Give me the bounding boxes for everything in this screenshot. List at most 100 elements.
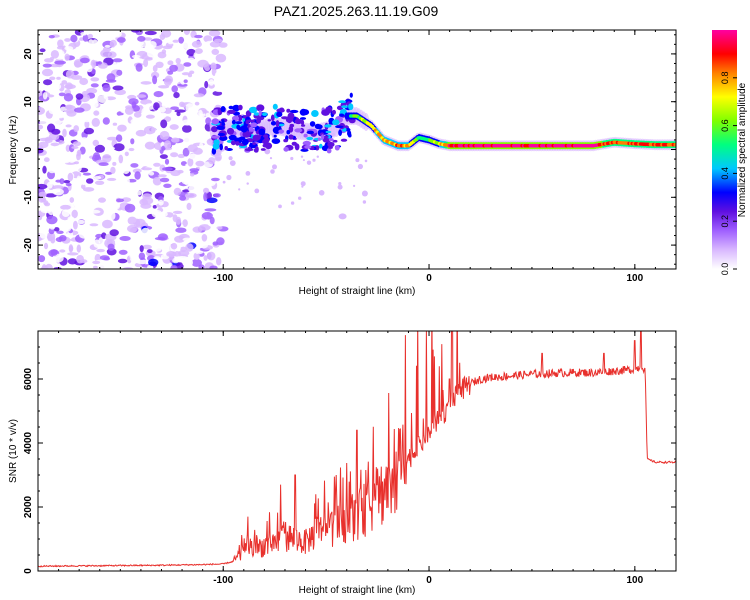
ridge-blob — [211, 135, 220, 139]
ridge-blob — [252, 137, 260, 141]
colorbar-ticks: 0.0 0.2 0.4 0.6 0.8 — [720, 72, 737, 275]
noise-blob — [206, 99, 216, 109]
ridge-blob — [306, 130, 314, 135]
ridge-blob — [289, 123, 295, 128]
noise-blob — [65, 124, 72, 128]
ridge-blob — [256, 117, 261, 124]
noise-blob — [160, 119, 168, 129]
noise-blob — [183, 79, 188, 83]
noise-blob — [102, 188, 113, 196]
noise-blob — [67, 252, 79, 256]
ridge-blob — [235, 141, 240, 146]
colorbar-tick-label: 0.4 — [720, 167, 730, 180]
noise-blob — [226, 174, 232, 181]
noise-blob — [102, 219, 113, 229]
noise-blob — [61, 209, 70, 217]
ridge-blob — [258, 110, 262, 117]
noise-blob — [94, 144, 105, 153]
ridge-blob — [242, 131, 251, 138]
noise-blob — [192, 218, 201, 223]
noise-blob — [185, 103, 195, 113]
ridge-blob — [260, 148, 266, 151]
noise-blob — [49, 76, 56, 81]
noise-blob — [124, 106, 134, 115]
noise-blob — [53, 227, 60, 232]
ridge-blob — [327, 141, 335, 148]
noise-blob — [117, 37, 126, 43]
noise-blob — [97, 61, 102, 65]
ridge-blob — [300, 148, 309, 152]
noise-blob — [170, 106, 180, 110]
ridge-blob — [227, 109, 236, 114]
noise-blob — [208, 157, 216, 165]
ridge-blob — [275, 120, 280, 128]
noise-blob — [223, 194, 229, 199]
noise-blob — [170, 152, 179, 158]
noise-blob — [124, 241, 137, 246]
ridge-blob — [325, 106, 333, 114]
noise-blob — [42, 92, 48, 100]
noise-blob — [163, 77, 172, 86]
noise-blob — [183, 30, 190, 36]
noise-blob — [157, 85, 170, 89]
noise-blob — [188, 238, 199, 243]
ridge-blob — [349, 92, 353, 98]
ridge-blob — [244, 148, 254, 152]
noise-blob — [116, 198, 125, 203]
noise-blob — [204, 93, 212, 99]
noise-blob — [198, 109, 203, 119]
noise-blob — [56, 45, 65, 50]
snr-x-ticks: -100 0 100 — [58, 331, 677, 586]
noise-blob — [177, 83, 188, 87]
noise-blob — [207, 251, 216, 261]
y-tick-label: 20 — [23, 48, 34, 60]
noise-blob — [61, 80, 68, 85]
noise-blob — [76, 149, 82, 157]
noise-blob — [131, 30, 141, 33]
noise-blob — [191, 124, 204, 133]
noise-blob — [42, 63, 52, 68]
noise-blob — [129, 255, 139, 259]
noise-blob — [181, 119, 193, 126]
noise-blob — [41, 266, 49, 269]
noise-blob — [164, 225, 172, 230]
noise-blob — [88, 52, 96, 60]
x-tick-label: 0 — [426, 575, 432, 586]
ridge-blob — [236, 124, 241, 130]
ridge-blob — [341, 105, 348, 109]
noise-blob — [254, 188, 260, 194]
noise-blob — [75, 93, 84, 100]
noise-blob — [172, 210, 183, 214]
noise-blob — [43, 79, 53, 86]
noise-blob — [70, 34, 78, 43]
noise-blob — [201, 234, 208, 242]
noise-blob — [175, 49, 181, 55]
noise-blob — [203, 187, 210, 194]
noise-blob — [74, 161, 79, 165]
ridge-blob — [232, 104, 241, 112]
noise-blob — [183, 135, 191, 144]
noise-blob — [86, 64, 93, 73]
noise-blob — [53, 69, 62, 74]
noise-blob — [38, 183, 48, 190]
noise-blob — [209, 172, 217, 179]
noise-blob — [69, 144, 75, 153]
noise-blob — [159, 130, 170, 140]
noise-blob — [193, 93, 205, 98]
ridge-blob — [335, 125, 344, 129]
noise-blob — [135, 129, 147, 137]
ridge-blob — [255, 146, 259, 153]
noise-blob — [214, 38, 223, 43]
noise-blob — [316, 155, 319, 158]
ridge-blob — [326, 148, 332, 154]
noise-blob — [48, 35, 55, 39]
noise-blob — [215, 53, 227, 63]
noise-blob — [178, 250, 190, 257]
noise-blob — [132, 168, 142, 174]
snr-y-ticks: 0 2000 4000 6000 — [23, 346, 676, 574]
noise-blob — [228, 156, 233, 161]
ridge-blob — [283, 146, 289, 152]
noise-blob — [148, 258, 159, 267]
ridge-blob — [302, 140, 311, 146]
noise-blob — [122, 212, 130, 219]
